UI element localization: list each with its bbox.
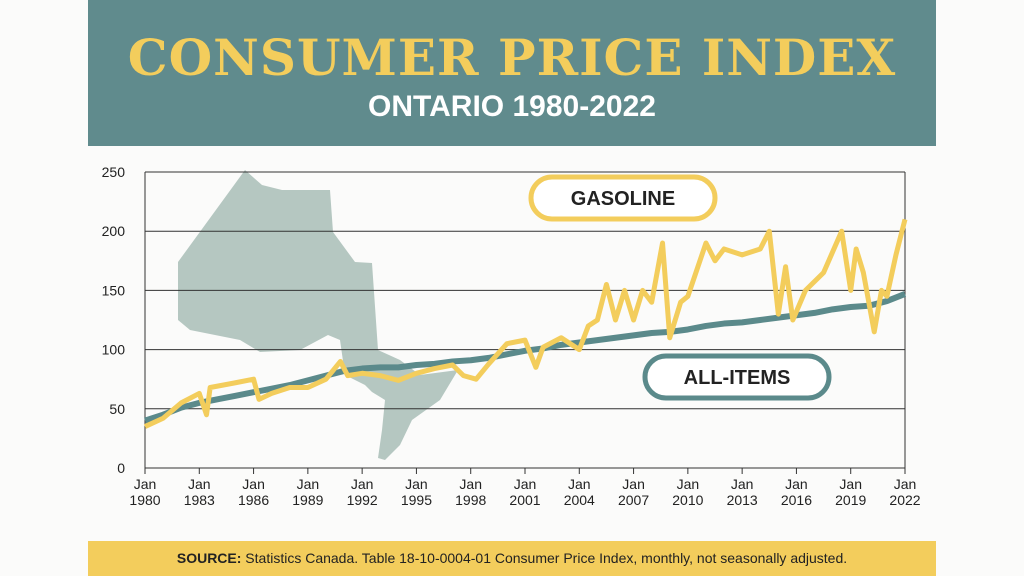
series-line-gasoline: [143, 218, 908, 429]
legend-all-items: ALL-ITEMS: [642, 353, 832, 401]
ontario-map-silhouette: [178, 170, 458, 460]
source-text: Statistics Canada. Table 18-10-0004-01 C…: [241, 550, 848, 566]
y-tick-label: 200: [102, 223, 126, 239]
x-tick-label: Jan 2007: [618, 476, 649, 508]
source-footer: SOURCE: Statistics Canada. Table 18-10-0…: [88, 541, 936, 576]
chart-title: CONSUMER PRICE INDEX: [127, 28, 897, 87]
x-tick-label: Jan 2001: [509, 476, 540, 508]
series-line-all-items: [144, 291, 907, 424]
x-tick-label: Jan 1980: [129, 476, 160, 508]
x-tick-label: Jan 2016: [781, 476, 812, 508]
y-tick-label: 250: [102, 164, 126, 180]
x-tick-label: Jan 1992: [347, 476, 378, 508]
x-tick-label: Jan 2004: [564, 476, 595, 508]
y-tick-label: 0: [117, 460, 125, 476]
y-tick-label: 150: [102, 282, 126, 298]
legend-gasoline: GASOLINE: [528, 174, 718, 222]
x-tick-label: Jan 2010: [672, 476, 703, 508]
y-tick-label: 100: [102, 342, 126, 358]
x-tick-label: Jan 2019: [835, 476, 866, 508]
header-banner: CONSUMER PRICE INDEX ONTARIO 1980-2022: [88, 0, 936, 146]
x-tick-label: Jan 1989: [292, 476, 323, 508]
x-tick-label: Jan 2022: [889, 476, 920, 508]
legend-gasoline-label: GASOLINE: [571, 188, 675, 210]
x-tick-label: Jan 1998: [455, 476, 486, 508]
x-tick-label: Jan 1983: [184, 476, 215, 508]
chart-subtitle: ONTARIO 1980-2022: [368, 90, 656, 123]
legend-all-items-label: ALL-ITEMS: [684, 367, 791, 389]
x-tick-label: Jan 2013: [727, 476, 758, 508]
source-label: SOURCE:: [176, 550, 242, 566]
x-tick-label: Jan 1986: [238, 476, 269, 508]
y-tick-label: 50: [109, 401, 125, 417]
x-tick-label: Jan 1995: [401, 476, 432, 508]
